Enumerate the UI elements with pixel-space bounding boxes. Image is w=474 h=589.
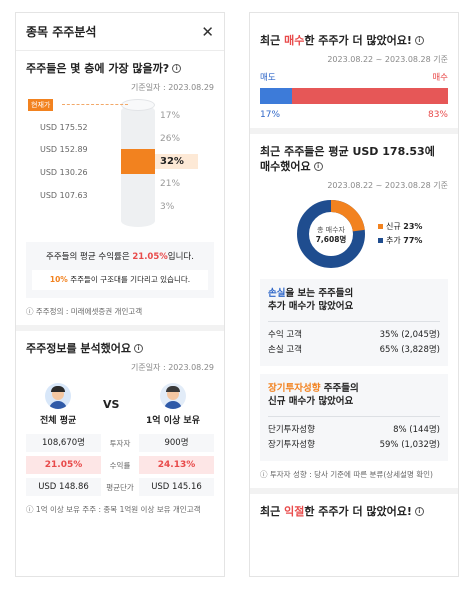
average-buy-section: 최근 주주들은 평균 USD 178.53에 매수했어요 i 2023.08.2…: [260, 145, 448, 479]
cylinder-top: [121, 99, 155, 111]
comparison-row: 108,670명 투자자 900명: [26, 434, 214, 452]
comparison-table: 108,670명 투자자 900명 21.05% 수익률 24.13% USD …: [26, 434, 214, 496]
floor-percent: 21%: [160, 179, 181, 189]
legend-swatch: [378, 224, 383, 229]
average-buy-title: 최근 주주들은 평균 USD 178.53에: [260, 145, 435, 158]
panel-header: 종목 주주분석 ✕: [16, 13, 224, 51]
cylinder-active-band: [121, 149, 155, 174]
sell-label: 매도: [260, 73, 276, 83]
active-band-highlight: [146, 154, 198, 169]
donut-svg: 총 매수자 7,608명: [297, 200, 365, 268]
floor-percent: 26%: [160, 134, 181, 144]
average-return-value: 21.05%: [132, 252, 168, 262]
comparison-row: USD 148.86 평균단가 USD 145.16: [26, 478, 214, 496]
large-holder-note: ⓘ 1억 이상 보유 주주 : 종목 1억원 이상 보유 개인고객: [26, 505, 201, 514]
analysis-title: 주주정보를 분석했어요 i: [26, 341, 214, 356]
floor-percent-active: 32%: [160, 156, 184, 167]
legend-existing: 추가 77%: [378, 234, 422, 248]
stat-row: 수익 고객 35% (2,045명): [268, 330, 440, 340]
stat-row: 단기투자성향 8% (144명): [268, 425, 440, 435]
info-icon[interactable]: i: [134, 344, 144, 353]
buy-sell-title: 최근 매수한 주주가 더 많았어요! i: [260, 33, 448, 48]
info-icon[interactable]: i: [414, 507, 424, 516]
large-holder-group: 1억 이상 보유: [146, 383, 200, 426]
legend-swatch: [378, 238, 383, 243]
shareholder-analysis-panel: 종목 주주분석 ✕ 주주들은 몇 층에 가장 많을까? i 기준일자 : 202…: [15, 12, 225, 577]
average-return-text: 주주들의 평균 수익률은 21.05%입니다.: [46, 252, 194, 262]
comparison-header: 전체 평균 VS 1억 이상 보유: [26, 383, 214, 426]
legend-new: 신규 23%: [378, 220, 422, 234]
average-return-box: 주주들의 평균 수익률은 21.05%입니다. 10% 주주들이 구조대를 기다…: [26, 242, 214, 298]
price-level: USD 175.52: [40, 123, 88, 132]
shareholder-definition-note: ⓘ 주주정의 : 미래에셋증권 개인고객: [26, 307, 143, 316]
floor-title: 주주들은 몇 층에 가장 많을까? i: [26, 61, 214, 76]
floor-percent: 3%: [160, 202, 175, 212]
info-icon[interactable]: i: [414, 36, 424, 45]
loss-shareholder-box: 손실을 보는 주주들의 추가 매수가 많았어요 수익 고객 35% (2,045명…: [260, 279, 448, 366]
section-divider: [250, 488, 458, 494]
buy-ratio-segment: [291, 88, 448, 104]
price-level: USD 130.26: [40, 168, 88, 177]
profit-taking-section: 최근 익절한 주주가 더 많았어요! i: [250, 494, 458, 527]
panel-title: 종목 주주분석: [26, 25, 97, 39]
vs-label: VS: [102, 398, 120, 411]
floor-cylinder-chart: 현재가 USD 175.52 USD 152.89 USD 130.26 USD…: [26, 99, 214, 234]
floor-section: 주주들은 몇 층에 가장 많을까? i 기준일자 : 2023.08.29 현재…: [16, 51, 224, 325]
close-icon[interactable]: ✕: [201, 22, 214, 41]
profit-taking-title: 최근 익절한 주주가 더 많았어요! i: [260, 504, 448, 519]
buy-sell-date: 2023.08.22 ~ 2023.08.28 기준: [327, 55, 448, 64]
stat-row: 장기투자성향 59% (1,032명): [268, 440, 440, 450]
person-avatar-icon: [160, 383, 187, 409]
buy-sell-ratio-bar: [260, 88, 448, 104]
buy-sell-section: 최근 매수한 주주가 더 많았어요! i 2023.08.22 ~ 2023.0…: [250, 13, 458, 128]
price-level: USD 152.89: [40, 145, 88, 154]
current-price-tag: 현재가: [28, 99, 54, 111]
donut-value: 7,608명: [316, 234, 347, 244]
donut-legend: 신규 23% 추가 77%: [378, 220, 422, 248]
info-icon[interactable]: i: [172, 64, 182, 73]
person-avatar-icon: [45, 383, 72, 409]
info-icon[interactable]: i: [313, 162, 323, 171]
price-level: USD 107.63: [40, 191, 88, 200]
floor-date: 기준일자 : 2023.08.29: [130, 83, 214, 92]
buyer-donut-chart: 총 매수자 7,608명 신규 23% 추가 77%: [260, 197, 448, 271]
current-price-line: [62, 104, 128, 105]
average-buy-date: 2023.08.22 ~ 2023.08.28 기준: [327, 181, 448, 190]
analysis-section: 주주정보를 분석했어요 i 기준일자 : 2023.08.29 전체 평균 VS…: [16, 331, 224, 523]
long-term-shareholder-box: 장기투자성향 주주들의 신규 매수가 많았어요 단기투자성향 8% (144명) …: [260, 374, 448, 461]
sell-ratio-segment: [260, 88, 292, 104]
buy-sell-percents: 17% 83%: [260, 110, 448, 120]
trading-trend-panel: 최근 매수한 주주가 더 많았어요! i 2023.08.22 ~ 2023.0…: [249, 12, 459, 577]
section-divider: [16, 325, 224, 331]
rescue-text: 10% 주주들이 구조대를 기다리고 있습니다.: [32, 270, 208, 290]
stat-row: 손실 고객 65% (3,828명): [268, 345, 440, 355]
buy-label: 매수: [432, 73, 448, 83]
donut-new-segment: [297, 200, 365, 268]
sell-percent: 17%: [260, 110, 281, 120]
buy-sell-labels: 매도 매수: [260, 71, 448, 83]
average-group: 전체 평균: [40, 383, 76, 426]
floor-percent: 17%: [160, 111, 181, 121]
comparison-row: 21.05% 수익률 24.13%: [26, 456, 214, 474]
analysis-date: 기준일자 : 2023.08.29: [130, 363, 214, 372]
investor-type-note[interactable]: ⓘ 투자자 성향 : 당사 기준에 따른 분류(상세설명 확인): [260, 470, 433, 479]
buy-percent: 83%: [427, 110, 448, 120]
donut-title: 총 매수자: [317, 225, 346, 234]
section-divider: [250, 128, 458, 134]
